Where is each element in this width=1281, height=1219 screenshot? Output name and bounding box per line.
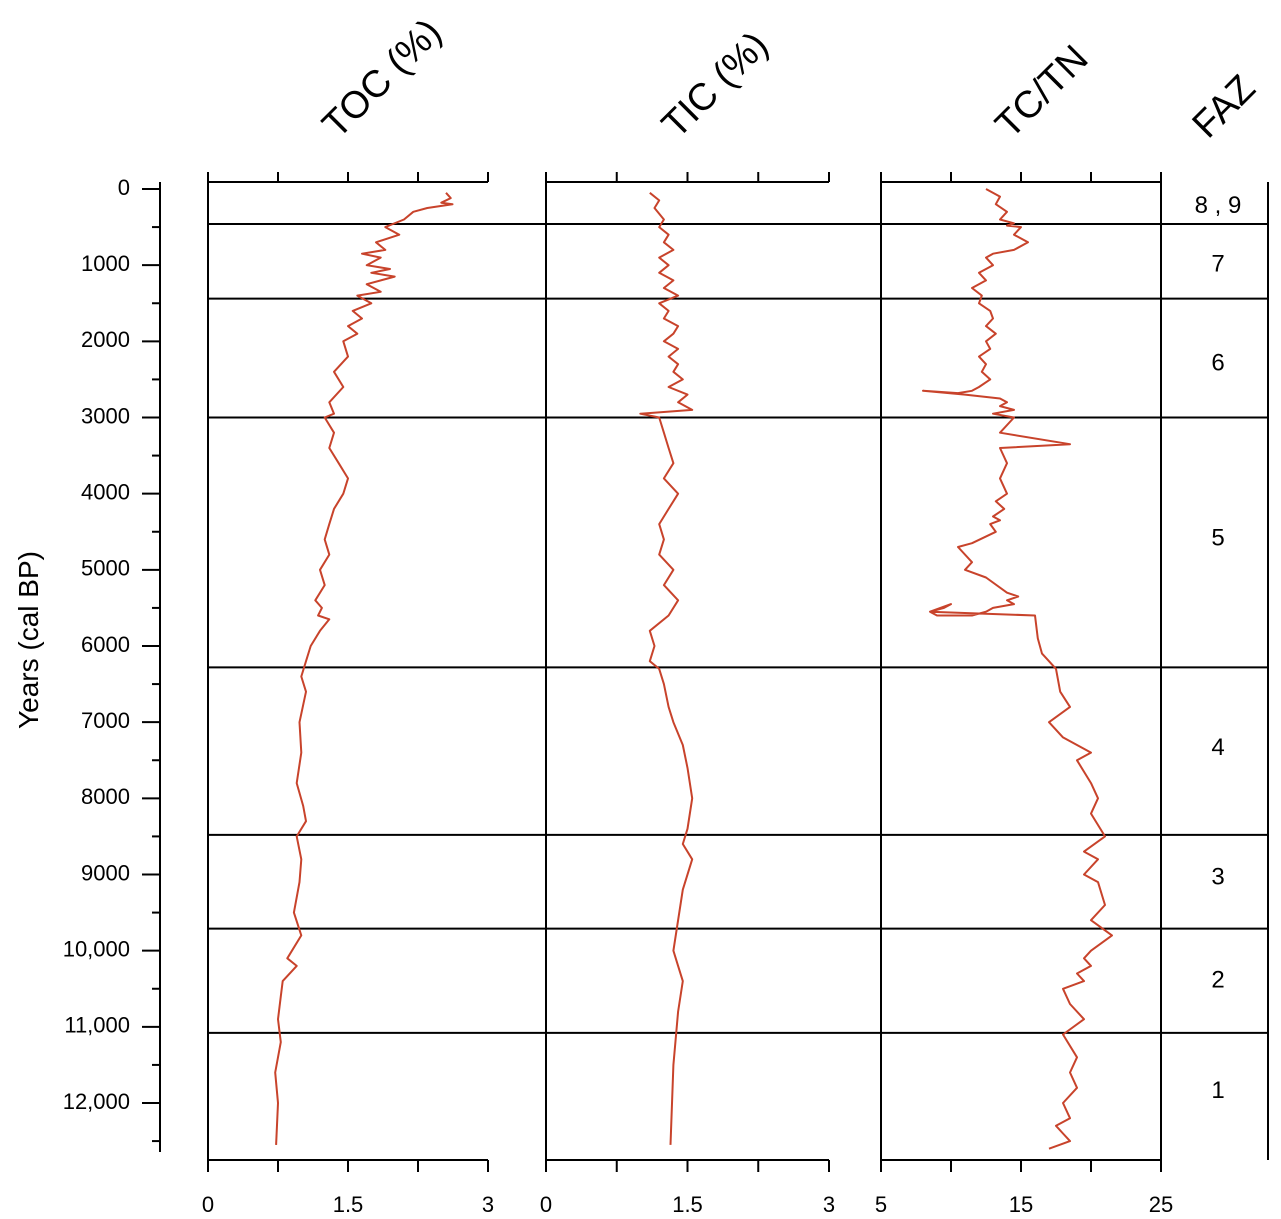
- y-tick-label: 4000: [81, 479, 130, 504]
- y-tick-label: 8000: [81, 784, 130, 809]
- label-layer: Years (cal BP) 0 1000 2000 3000 4000 5000 6000…: [13, 11, 1264, 1217]
- y-tick-label: 3000: [81, 403, 130, 428]
- zone-label: 5: [1211, 525, 1224, 552]
- panel-1-title: TOC (%): [315, 11, 450, 146]
- y-tick-label: 1000: [81, 251, 130, 276]
- zone-label: 8 , 9: [1195, 192, 1242, 219]
- panel-3-title: TC/TN: [988, 38, 1097, 147]
- y-axis-label: Years (cal BP): [13, 551, 44, 729]
- y-tick-label: 6000: [81, 632, 130, 657]
- panel-3-x-tick-label: 5: [875, 1192, 887, 1217]
- panel-2-title: TIC (%): [654, 24, 776, 146]
- series-layer: [274, 188, 1113, 1150]
- zone-label: 1: [1211, 1077, 1224, 1104]
- panel-3-x-tick-label: 15: [1009, 1192, 1033, 1217]
- y-tick-label: 10,000: [63, 936, 130, 961]
- panel-2-x-tick-label: 1.5: [672, 1192, 703, 1217]
- zone-label: 6: [1211, 350, 1224, 377]
- y-tick-label: 9000: [81, 860, 130, 885]
- zone-label: 4: [1211, 734, 1224, 761]
- y-tick-label: 0: [118, 175, 130, 200]
- panel-3-series-line: [922, 188, 1113, 1150]
- zone-label: 7: [1211, 251, 1224, 278]
- panel-1-series-line: [274, 192, 454, 1145]
- faz-title: FAZ: [1185, 67, 1264, 146]
- panel-3-x-tick-label: 25: [1149, 1192, 1173, 1217]
- panel-2-x-tick-label: 0: [540, 1192, 552, 1217]
- y-tick-label: 5000: [81, 556, 130, 581]
- panel-2-series-line: [639, 192, 694, 1145]
- panel-1-x-tick-label: 3: [482, 1192, 494, 1217]
- y-tick-label: 7000: [81, 708, 130, 733]
- y-tick-label: 12,000: [63, 1089, 130, 1114]
- zone-label: 3: [1211, 864, 1224, 891]
- y-tick-label: 11,000: [64, 1013, 130, 1038]
- y-tick-label: 2000: [81, 327, 130, 352]
- panel-1-x-tick-label: 1.5: [333, 1192, 364, 1217]
- zone-label: 2: [1211, 966, 1224, 993]
- chart-frame: [142, 172, 1269, 1172]
- panel-2-x-tick-label: 3: [823, 1192, 835, 1217]
- panel-1-x-tick-label: 0: [202, 1192, 214, 1217]
